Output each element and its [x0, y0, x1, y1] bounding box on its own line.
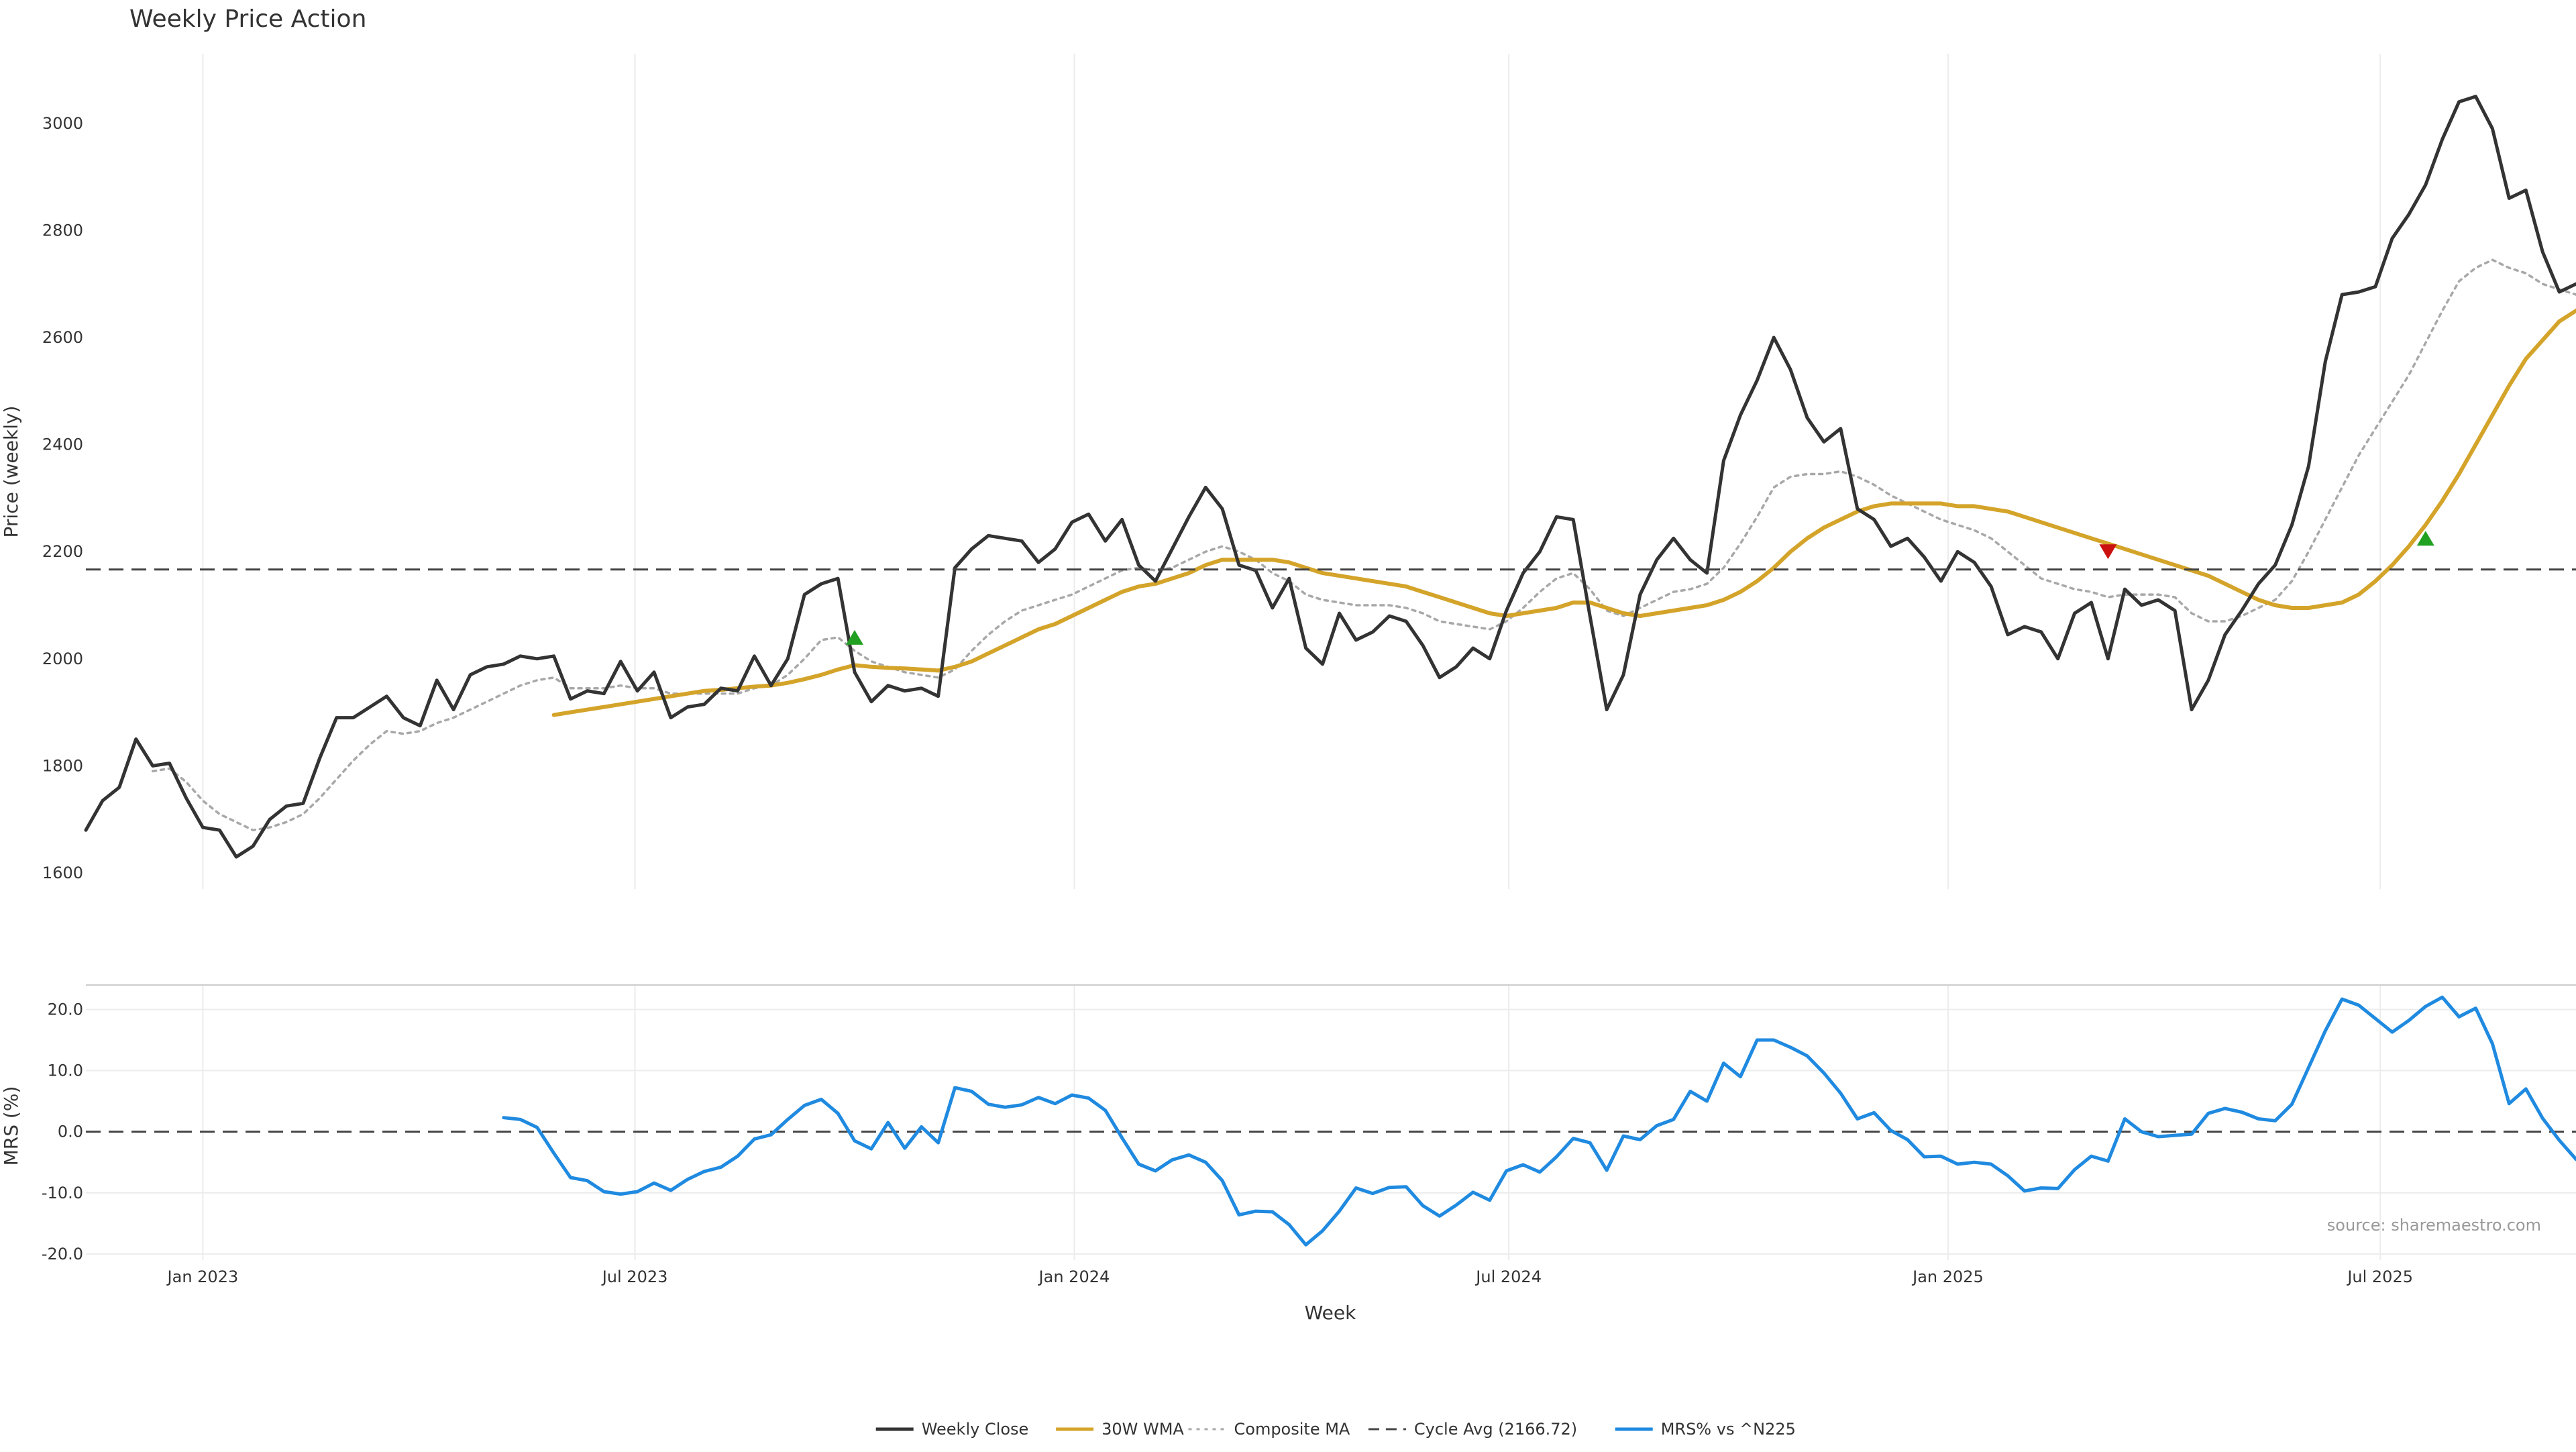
price-series-layer	[84, 95, 2576, 859]
chart-legend: Weekly Close 30W WMA Composite MA Cycle Avg…	[875, 1420, 1796, 1439]
x-tick-label: Jul 2024	[1474, 1267, 1542, 1286]
30w-wma-line	[551, 308, 2576, 717]
legend-label-weekly-close: Weekly Close	[922, 1420, 1029, 1439]
composite-ma-line	[151, 258, 2576, 831]
x-tick-label: Jan 2025	[1911, 1267, 1984, 1286]
legend-label-mrs-vs-n225: MRS% vs ^N225	[1661, 1420, 1796, 1439]
price-gridlines	[202, 54, 2381, 889]
price-y-tick-label: 2200	[42, 542, 83, 561]
buy-signal-marker	[845, 629, 863, 645]
price-y-tick-label: 2000	[42, 650, 83, 668]
x-tick-label: Jan 2023	[166, 1267, 239, 1286]
weekly-close-line	[84, 95, 2576, 859]
price-y-axis-label: Price (weekly)	[0, 406, 22, 538]
mrs-y-tick-label: 0.0	[58, 1123, 83, 1141]
x-tick-label: Jul 2025	[2346, 1267, 2413, 1286]
buy-signal-marker	[2416, 531, 2434, 546]
legend-label-cycle-avg-2166-72: Cycle Avg (2166.72)	[1414, 1420, 1577, 1439]
mrs-y-tick-label: -20.0	[42, 1245, 83, 1263]
mrs-series-line	[502, 995, 2576, 1247]
sell-signal-marker	[2099, 544, 2117, 560]
price-y-tick-label: 2400	[42, 435, 83, 454]
legend-label-composite-ma: Composite MA	[1234, 1420, 1350, 1439]
x-tick-label: Jan 2024	[1038, 1267, 1110, 1286]
mrs-y-tick-label: 10.0	[48, 1061, 83, 1080]
mrs-gridlines	[86, 984, 2576, 1260]
price-y-tick-label: 1600	[42, 864, 83, 882]
source-note: source: sharemaestro.com	[2327, 1216, 2541, 1235]
mrs-y-tick-labels: -20.0 -10.0 0.0 10.0 20.0	[42, 1000, 83, 1263]
price-y-tick-label: 2800	[42, 221, 83, 240]
chart-title: Weekly Price Action	[129, 5, 366, 33]
x-tick-label: Jul 2023	[601, 1267, 668, 1286]
price-y-tick-labels: 1600 1800 2000 2200 2400 2600 2800 3000	[42, 114, 83, 882]
price-y-tick-label: 3000	[42, 114, 83, 133]
mrs-y-tick-label: 20.0	[48, 1000, 83, 1019]
legend-label-30w-wma: 30W WMA	[1102, 1420, 1184, 1439]
mrs-y-tick-label: -10.0	[42, 1184, 83, 1202]
x-tick-labels: Jan 2023 Jul 2023 Jan 2024 Jul 2024 Jan 2025…	[166, 1267, 2413, 1286]
price-y-tick-label: 2600	[42, 328, 83, 347]
price-y-tick-label: 1800	[42, 756, 83, 775]
mrs-y-axis-label: MRS (%)	[0, 1086, 22, 1166]
mrs-series-layer	[86, 995, 2576, 1247]
x-axis-label: Week	[1305, 1302, 1356, 1324]
